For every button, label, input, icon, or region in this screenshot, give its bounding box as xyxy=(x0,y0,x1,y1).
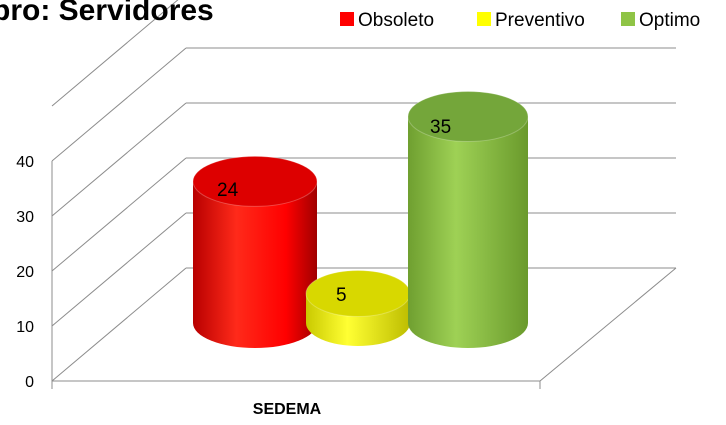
chart-title: bro: Servidores xyxy=(0,0,214,27)
gridline-side xyxy=(51,102,187,217)
y-tick-label: 10 xyxy=(16,319,34,336)
bar-top xyxy=(305,270,411,317)
legend-label: Obsoleto xyxy=(358,10,434,31)
legend-swatch xyxy=(621,12,635,26)
legend: Obsoleto Preventivo Optimo xyxy=(340,10,700,31)
bars: 24 5 35 xyxy=(192,91,529,348)
bar-top xyxy=(407,91,529,142)
legend-item-obsoleto: Obsoleto xyxy=(340,10,434,31)
legend-item-preventivo: Preventivo xyxy=(477,10,585,31)
bar-obsoleto: 24 xyxy=(192,155,318,348)
bar-body xyxy=(408,116,528,348)
gridline-side xyxy=(51,157,187,272)
data-label: 24 xyxy=(217,180,239,201)
bar-body xyxy=(193,181,317,348)
y-tick-label: 0 xyxy=(25,374,34,391)
x-category-label: SEDEMA xyxy=(253,401,322,418)
data-label: 5 xyxy=(336,285,347,306)
y-tick-label: 30 xyxy=(16,209,34,226)
bar-top xyxy=(192,155,318,207)
legend-label: Preventivo xyxy=(495,10,585,31)
data-label: 35 xyxy=(430,117,451,138)
gridline-side xyxy=(51,267,187,382)
legend-item-optimo: Optimo xyxy=(621,10,700,31)
bar-optimo: 35 xyxy=(407,91,529,348)
y-tick-label: 20 xyxy=(16,264,34,281)
gridline-side xyxy=(51,0,179,107)
legend-label: Optimo xyxy=(639,10,700,31)
legend-swatch xyxy=(477,12,491,26)
bar-preventivo: 5 xyxy=(305,270,411,346)
gridline-side xyxy=(51,47,187,162)
legend-swatch xyxy=(340,12,354,26)
y-tick-label: 40 xyxy=(16,154,34,171)
gridline-side xyxy=(51,212,187,327)
y-axis: 0 10 20 30 40 xyxy=(16,154,34,391)
